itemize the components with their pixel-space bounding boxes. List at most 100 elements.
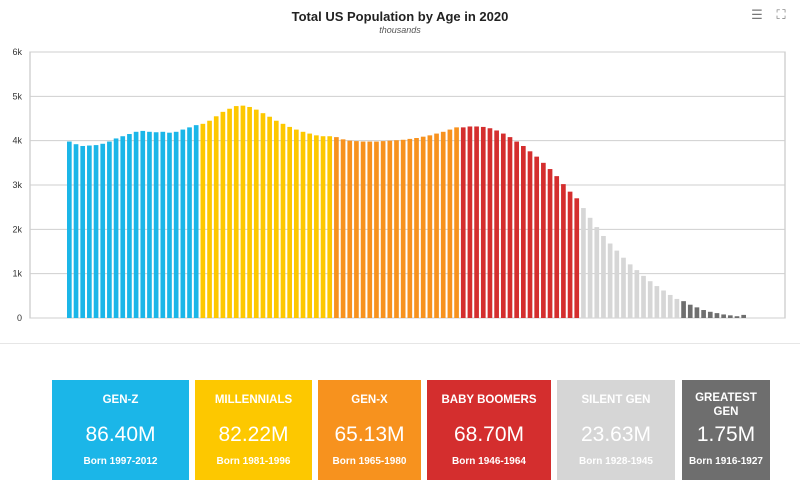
- bar: [273, 120, 279, 318]
- bar: [160, 131, 166, 318]
- bar: [467, 126, 473, 318]
- bar: [634, 270, 640, 318]
- bar: [514, 141, 519, 318]
- bar: [294, 129, 299, 318]
- card-born-range: Born 1981-1996: [216, 456, 291, 467]
- bar: [721, 314, 726, 318]
- bar: [601, 235, 606, 318]
- bar: [594, 227, 600, 318]
- bar: [127, 134, 132, 318]
- bar: [487, 128, 493, 318]
- bar: [674, 298, 680, 318]
- bar: [494, 130, 499, 318]
- menu-icon[interactable]: ☰: [751, 7, 763, 22]
- bar: [667, 294, 673, 318]
- bar: [347, 140, 353, 318]
- y-axis-ticks: 0 1k 2k 3k 4k 5k 6k: [12, 47, 22, 323]
- bar: [387, 140, 393, 318]
- bar: [227, 108, 232, 318]
- bar: [614, 250, 620, 318]
- bar: [440, 131, 446, 318]
- bar: [93, 145, 99, 318]
- card-value: 23.63M: [580, 423, 652, 446]
- bar: [287, 126, 292, 318]
- bar: [307, 133, 313, 318]
- bar: [187, 127, 192, 319]
- bar: [367, 141, 373, 318]
- bar: [641, 275, 646, 318]
- bar: [427, 135, 433, 318]
- bar: [627, 264, 633, 318]
- bar: [507, 137, 513, 318]
- bar: [687, 304, 693, 318]
- bar: [500, 133, 506, 318]
- card-baby-boomers: BABY BOOMERS 68.70M Born 1946-1964: [427, 380, 551, 480]
- bar: [414, 138, 419, 318]
- card-label: GEN-X: [351, 394, 388, 406]
- bar: [447, 129, 453, 318]
- bar: [173, 131, 179, 318]
- card-label: MILLENNIALS: [214, 394, 293, 406]
- y-tick-label: 1k: [12, 269, 22, 279]
- bar: [701, 310, 706, 318]
- card-born-range: Born 1928-1945: [579, 456, 653, 467]
- bar: [454, 127, 459, 319]
- bar: [681, 301, 686, 318]
- card-born-range: Born 1946-1964: [452, 456, 526, 467]
- y-tick-label: 3k: [12, 180, 22, 190]
- bar: [567, 191, 573, 318]
- bar: [474, 126, 479, 318]
- bar: [193, 125, 199, 319]
- card-label: BABY BOOMERS: [441, 394, 537, 406]
- bar: [320, 136, 326, 318]
- bar: [107, 141, 112, 318]
- bar: [420, 136, 426, 318]
- bar: [113, 138, 119, 318]
- bar: [707, 311, 713, 318]
- bar: [727, 315, 733, 318]
- bar: [360, 141, 366, 318]
- y-tick-label: 6k: [12, 47, 22, 57]
- card-label: GEN-Z: [102, 394, 139, 406]
- chart-title: Total US Population by Age in 2020: [292, 9, 509, 24]
- bar: [300, 131, 306, 318]
- divider: [0, 343, 800, 344]
- card-label: GREATEST GEN: [695, 392, 757, 418]
- bar: [547, 169, 553, 318]
- card-born-range: Born 1965-1980: [332, 456, 407, 467]
- bar: [73, 144, 79, 318]
- bar: [207, 120, 212, 318]
- bar: [581, 208, 586, 318]
- bar: [220, 111, 226, 318]
- card-millennials: MILLENNIALS 82.22M Born 1981-1996: [195, 380, 312, 480]
- bar: [120, 136, 126, 318]
- card-label: SILENT GEN: [581, 394, 651, 406]
- fullscreen-icon[interactable]: ⛶: [776, 7, 786, 22]
- population-chart: Total US Population by Age in 2020 thous…: [12, 9, 786, 323]
- bar: [280, 123, 286, 318]
- bar: [407, 138, 413, 318]
- bar: [233, 106, 239, 318]
- y-tick-label: 5k: [12, 91, 22, 101]
- card-value: 68.70M: [453, 423, 525, 446]
- card-gen-z: GEN-Z 86.40M Born 1997-2012: [52, 380, 189, 480]
- bar: [714, 313, 720, 318]
- bar: [574, 198, 580, 318]
- bar: [554, 176, 560, 318]
- bar: [654, 286, 660, 318]
- bar: [480, 126, 486, 318]
- y-tick-label: 4k: [12, 136, 22, 146]
- bar: [534, 156, 540, 318]
- bar: [147, 131, 152, 318]
- bar: [434, 133, 439, 318]
- bar: [314, 135, 319, 318]
- bar: [247, 106, 252, 318]
- bar: [521, 145, 526, 318]
- y-tick-label: 2k: [12, 224, 22, 234]
- bar: [460, 127, 466, 319]
- bar: [741, 314, 746, 318]
- bar: [607, 243, 613, 318]
- bar: [260, 113, 266, 319]
- bar: [167, 132, 172, 318]
- card-born-range: Born 1916-1927: [689, 456, 763, 467]
